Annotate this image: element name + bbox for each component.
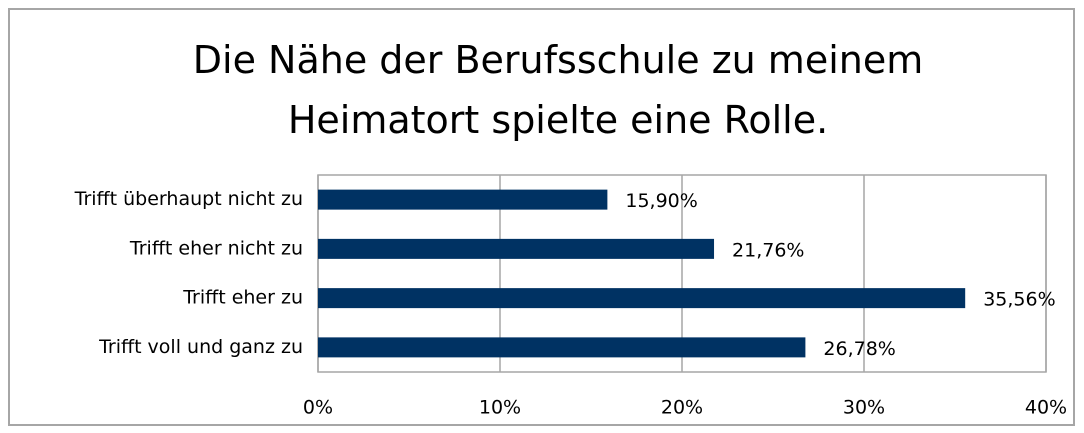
y-tick-label: Trifft voll und ganz zu [98, 336, 303, 358]
y-tick-label: Trifft eher zu [182, 287, 303, 309]
x-tick-label: 10% [479, 397, 521, 419]
value-label: 35,56% [983, 289, 1055, 311]
y-tick-label: Trifft überhaupt nicht zu [74, 188, 303, 210]
value-label: 21,76% [732, 239, 804, 261]
bar [318, 189, 608, 210]
x-tick-label: 30% [843, 397, 885, 419]
value-label: 15,90% [625, 190, 697, 212]
bar [318, 238, 715, 259]
chart-frame [8, 8, 1075, 426]
y-tick-label: Trifft eher nicht zu [129, 237, 303, 259]
x-tick-label: 40% [1025, 397, 1067, 419]
bar [318, 337, 806, 358]
x-tick-label: 20% [661, 397, 703, 419]
bar [318, 288, 966, 309]
chart-title: Die Nähe der Berufsschule zu meinem Heim… [192, 38, 924, 142]
x-tick-label: 0% [303, 397, 333, 419]
value-label: 26,78% [823, 338, 895, 360]
